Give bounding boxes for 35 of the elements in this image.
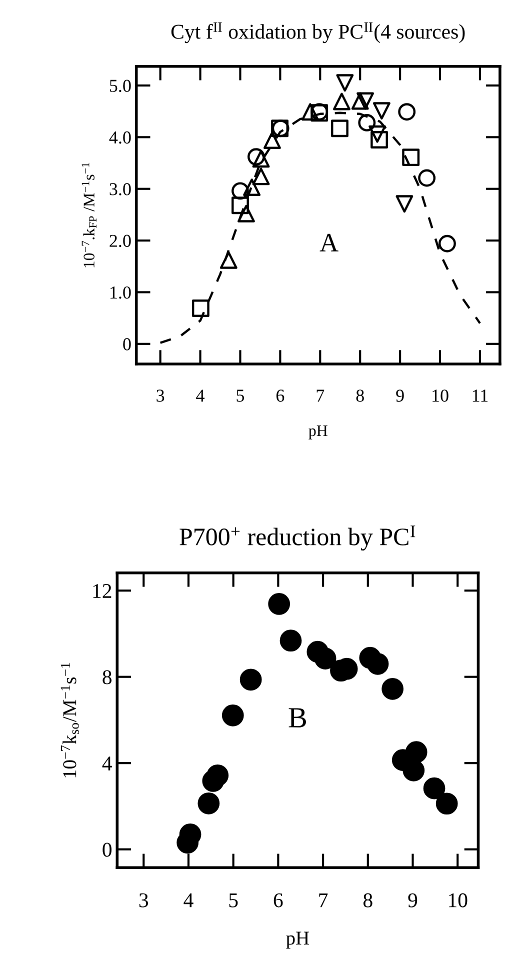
y-tick-label: 4 (102, 756, 112, 770)
x-tick-label: 9 (396, 390, 404, 402)
x-tick-label: 7 (319, 893, 328, 908)
x-tick-label: 4 (196, 390, 205, 402)
y-tick-label: 4.0 (109, 131, 131, 144)
x-axis-title: pH (286, 932, 310, 949)
x-tick-label: 10 (449, 893, 468, 908)
y-tick-label: 0 (102, 842, 112, 857)
x-tick-label: 10 (432, 390, 448, 402)
annotation: B (288, 708, 306, 728)
x-tick-label: 4 (184, 893, 194, 908)
x-tick-label: 3 (156, 390, 164, 402)
chart-title: P700$^{+}$ reduction by PC$^{I}$ (180, 526, 416, 551)
y-tick-label: 3.0 (110, 183, 131, 196)
y-tick-label: 12 (93, 584, 112, 598)
x-tick-label: 8 (363, 893, 372, 908)
x-tick-label: 6 (274, 893, 283, 908)
x-tick-label: 9 (408, 893, 418, 908)
y-axis-title: 10$^{−7}$.k$_{FP}$ /M$^{−1}$s$^{−1}$ (82, 162, 96, 268)
y-axis-title: 10$^{−7}$k$_{so}$/M$^{−1}$s$^{−1}$ (60, 662, 79, 778)
y-tick-label: 0 (123, 338, 131, 350)
chart-title: Cyt f$^{II}$ oxidation by PC$^{II}$(4 sources) (171, 22, 465, 44)
x-tick-label: 3 (139, 893, 148, 908)
y-tick-label: 1.0 (110, 286, 131, 299)
x-tick-label: 5 (236, 390, 244, 402)
annotation: A (320, 234, 338, 252)
y-tick-label: 5.0 (110, 80, 131, 92)
x-axis-title: pH (308, 425, 328, 440)
x-tick-label: 6 (276, 390, 284, 402)
x-tick-label: 8 (356, 390, 364, 402)
x-tick-label: 5 (229, 893, 238, 908)
x-tick-label: 11 (472, 390, 488, 402)
x-tick-label: 7 (316, 390, 324, 402)
y-tick-label: 2.0 (110, 234, 131, 248)
y-tick-label: 8 (102, 670, 112, 684)
